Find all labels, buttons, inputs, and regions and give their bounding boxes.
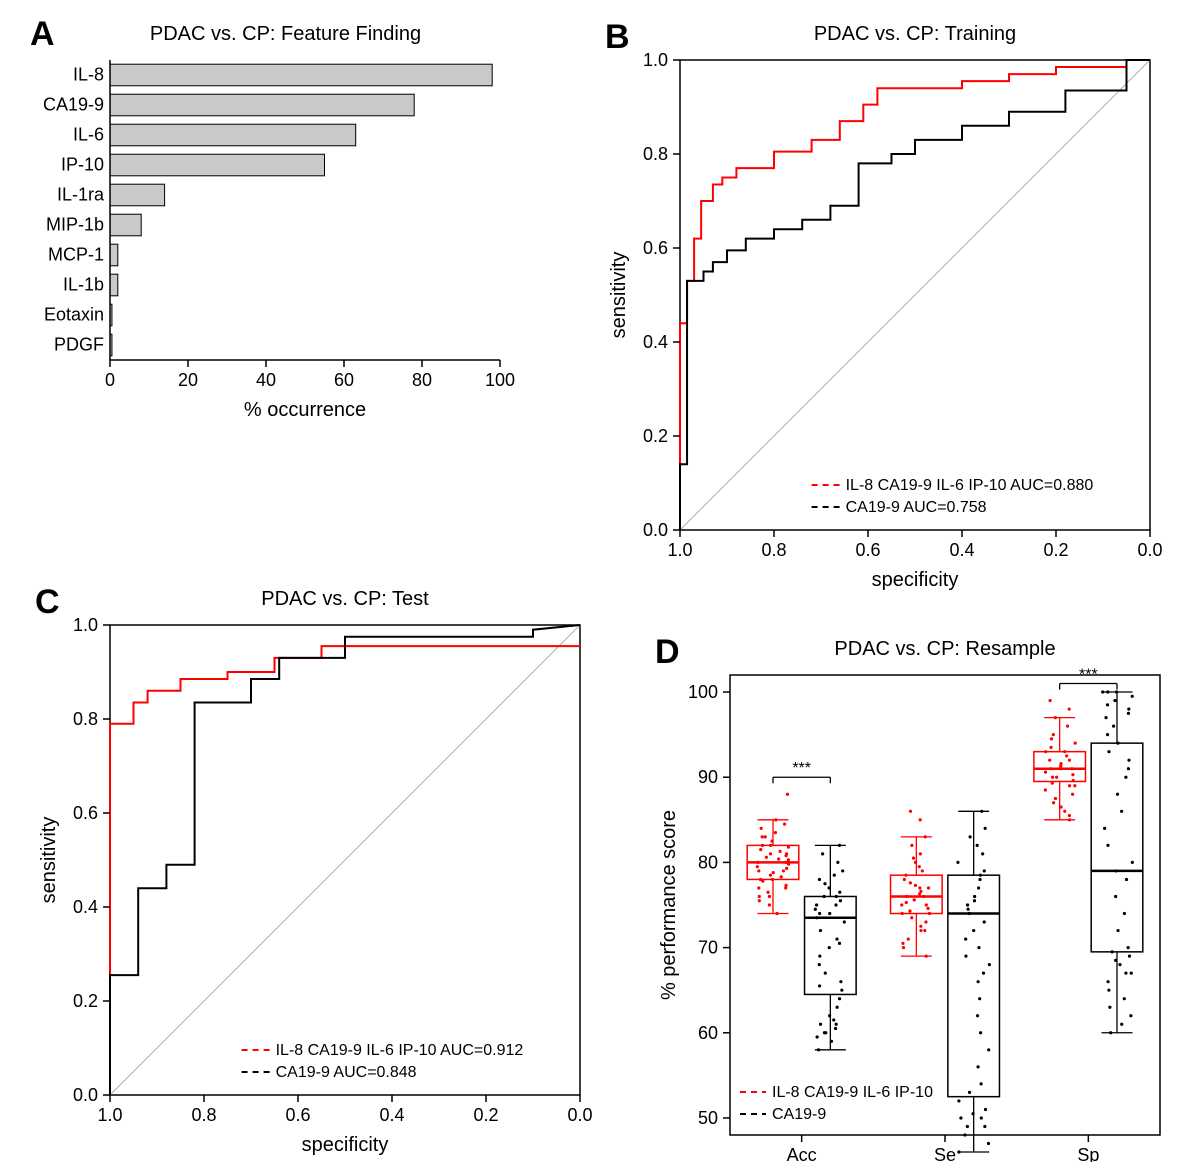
svg-text:0.2: 0.2 — [473, 1105, 498, 1125]
svg-text:0.0: 0.0 — [567, 1105, 592, 1125]
svg-text:CA19-9: CA19-9 — [43, 94, 104, 114]
svg-text:100: 100 — [485, 370, 515, 390]
svg-text:specificity: specificity — [872, 569, 959, 591]
svg-text:D: D — [655, 633, 680, 671]
svg-text:IL-8 CA19-9 IL-6 IP-10 AUC=0.8: IL-8 CA19-9 IL-6 IP-10 AUC=0.880 — [846, 477, 1094, 494]
svg-text:MCP-1: MCP-1 — [48, 244, 104, 264]
svg-text:PDGF: PDGF — [54, 334, 104, 354]
svg-text:IL-8: IL-8 — [73, 64, 104, 84]
svg-text:1.0: 1.0 — [667, 540, 692, 560]
svg-text:0.8: 0.8 — [761, 540, 786, 560]
svg-text:0.8: 0.8 — [643, 144, 668, 164]
svg-text:PDAC vs. CP: Resample: PDAC vs. CP: Resample — [834, 638, 1055, 660]
svg-text:60: 60 — [334, 370, 354, 390]
svg-text:80: 80 — [698, 852, 718, 872]
svg-text:1.0: 1.0 — [73, 615, 98, 635]
svg-text:PDAC vs. CP: Test: PDAC vs. CP: Test — [261, 588, 429, 610]
svg-text:CA19-9 AUC=0.758: CA19-9 AUC=0.758 — [846, 499, 987, 516]
svg-text:0.8: 0.8 — [73, 709, 98, 729]
figure: A PDAC vs. CP: Feature Finding IL-8 CA19-9 I… — [0, 0, 1200, 1162]
bar — [110, 94, 414, 116]
svg-text:PDAC vs. CP: Feature Finding: PDAC vs. CP: Feature Finding — [150, 23, 421, 45]
bar — [110, 154, 325, 176]
svg-text:specificity: specificity — [302, 1134, 389, 1156]
svg-text:% performance score: % performance score — [658, 810, 680, 1000]
svg-text:0.2: 0.2 — [73, 991, 98, 1011]
svg-text:0.2: 0.2 — [643, 426, 668, 446]
svg-text:A: A — [30, 15, 55, 53]
svg-text:***: *** — [792, 760, 811, 777]
svg-text:70: 70 — [698, 938, 718, 958]
svg-text:0.4: 0.4 — [643, 332, 668, 352]
svg-text:sensitivity: sensitivity — [608, 252, 630, 339]
svg-text:Acc: Acc — [787, 1145, 817, 1162]
svg-text:90: 90 — [698, 767, 718, 787]
svg-text:0.0: 0.0 — [1137, 540, 1162, 560]
bar — [110, 244, 118, 266]
roc-curve — [110, 646, 580, 1095]
svg-text:IL-1ra: IL-1ra — [57, 184, 105, 204]
svg-text:CA19-9 AUC=0.848: CA19-9 AUC=0.848 — [276, 1064, 417, 1081]
svg-text:0.4: 0.4 — [379, 1105, 404, 1125]
svg-text:IL-8 CA19-9 IL-6 IP-10: IL-8 CA19-9 IL-6 IP-10 — [772, 1084, 933, 1101]
svg-text:0.0: 0.0 — [643, 520, 668, 540]
roc-panel: B PDAC vs. CP: Training 1.0 0.8 0.6 0.4 0.2 0.0… — [605, 18, 1163, 591]
bar — [110, 64, 492, 86]
svg-text:60: 60 — [698, 1023, 718, 1043]
svg-text:1.0: 1.0 — [97, 1105, 122, 1125]
svg-text:PDAC vs. CP: Training: PDAC vs. CP: Training — [814, 23, 1016, 45]
svg-text:0.2: 0.2 — [1043, 540, 1068, 560]
svg-text:0.6: 0.6 — [855, 540, 880, 560]
svg-text:IP-10: IP-10 — [61, 154, 104, 174]
svg-text:C: C — [35, 583, 60, 621]
svg-text:1.0: 1.0 — [643, 50, 668, 70]
svg-text:B: B — [605, 18, 630, 56]
svg-text:40: 40 — [256, 370, 276, 390]
svg-text:100: 100 — [688, 682, 718, 702]
svg-text:% occurrence: % occurrence — [244, 399, 366, 421]
svg-text:IL-8 CA19-9 IL-6 IP-10 AUC=0.9: IL-8 CA19-9 IL-6 IP-10 AUC=0.912 — [276, 1042, 524, 1059]
bar — [110, 214, 141, 236]
svg-text:0: 0 — [105, 370, 115, 390]
svg-text:sensitivity: sensitivity — [38, 817, 60, 904]
bar — [110, 184, 165, 206]
svg-text:0.4: 0.4 — [949, 540, 974, 560]
svg-text:0.6: 0.6 — [643, 238, 668, 258]
bar — [110, 124, 356, 146]
svg-text:CA19-9: CA19-9 — [772, 1106, 826, 1123]
svg-text:80: 80 — [412, 370, 432, 390]
svg-text:20: 20 — [178, 370, 198, 390]
svg-text:0.4: 0.4 — [73, 897, 98, 917]
panel-d: D PDAC vs. CP: Resample 50 60 70 80 90 100 % per… — [655, 633, 1160, 1162]
svg-text:0.0: 0.0 — [73, 1085, 98, 1105]
bar — [110, 274, 118, 296]
svg-text:Sp: Sp — [1077, 1145, 1099, 1162]
svg-text:Se: Se — [934, 1145, 956, 1162]
svg-text:0.6: 0.6 — [285, 1105, 310, 1125]
svg-text:MIP-1b: MIP-1b — [46, 214, 104, 234]
svg-text:0.8: 0.8 — [191, 1105, 216, 1125]
svg-text:50: 50 — [698, 1108, 718, 1128]
svg-text:0.6: 0.6 — [73, 803, 98, 823]
svg-text:IL-1b: IL-1b — [63, 274, 104, 294]
roc-panel: C PDAC vs. CP: Test 1.0 0.8 0.6 0.4 0.2 0.0 0.0 0… — [35, 583, 593, 1156]
panel-a: A PDAC vs. CP: Feature Finding IL-8 CA19-9 I… — [30, 15, 515, 421]
svg-text:***: *** — [1079, 667, 1098, 684]
svg-text:Eotaxin: Eotaxin — [44, 304, 104, 324]
svg-text:IL-6: IL-6 — [73, 124, 104, 144]
